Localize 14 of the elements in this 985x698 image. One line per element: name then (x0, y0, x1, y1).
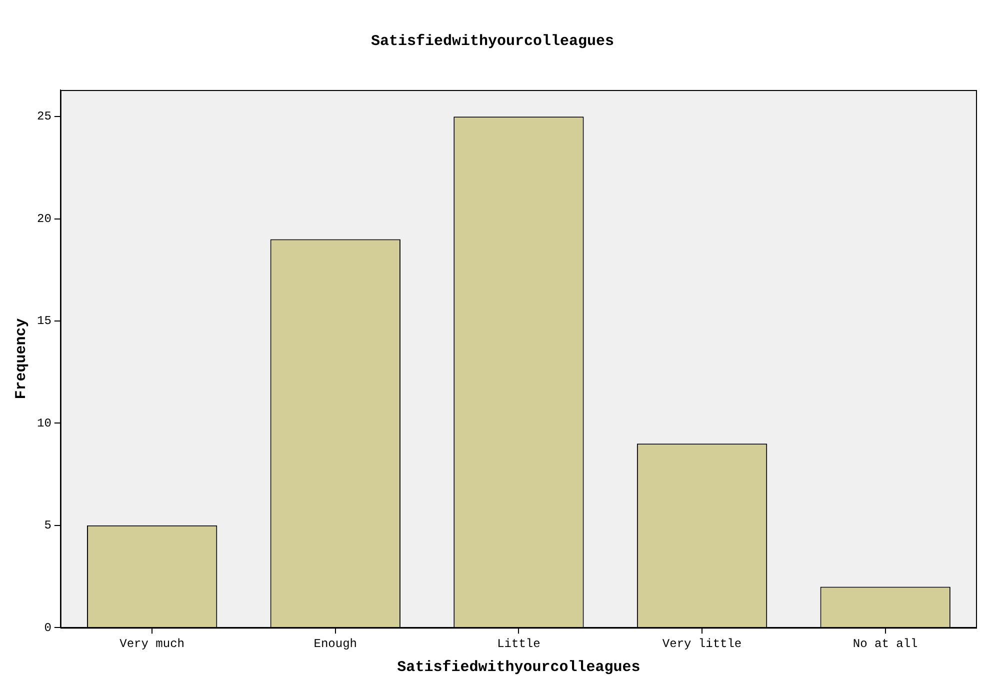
y-tick-label: 10 (36, 416, 52, 430)
x-tick-label: Little (497, 636, 540, 651)
y-tick-label: 15 (36, 314, 52, 328)
y-tick-label: 25 (36, 110, 52, 124)
x-tick-label: Very much (120, 636, 184, 651)
y-axis-title: Frequency (12, 318, 30, 400)
y-tick-label: 20 (36, 212, 52, 226)
y-tick-label: 5 (44, 518, 52, 533)
x-axis-title: Satisfiedwithyourcolleagues (397, 658, 640, 676)
chart-title: Satisfiedwithyourcolleagues (370, 32, 614, 50)
x-tick-label: No at all (852, 636, 918, 651)
y-tick-label: 0 (44, 620, 52, 635)
x-tick-label: Very little (662, 636, 742, 651)
x-tick-label: Enough (314, 636, 357, 651)
